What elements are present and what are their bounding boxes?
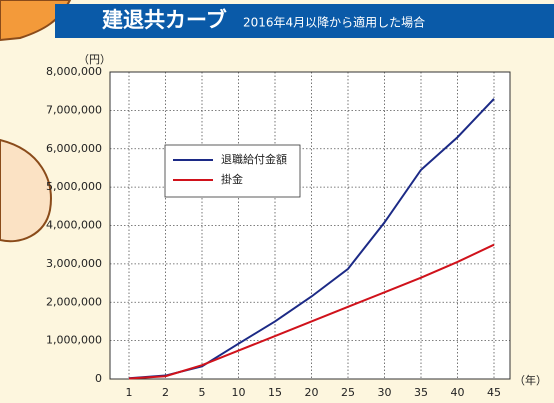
x-tick-label: 2 — [162, 386, 169, 399]
y-tick-label: 4,000,000 — [46, 219, 102, 232]
x-tick-label: 30 — [378, 386, 392, 399]
x-tick-label: 35 — [414, 386, 428, 399]
header-bar — [55, 4, 554, 38]
x-tick-label: 15 — [268, 386, 282, 399]
x-tick-label: 1 — [126, 386, 133, 399]
y-tick-label: 6,000,000 — [46, 142, 102, 155]
x-tick-label: 25 — [341, 386, 355, 399]
legend-label: 掛金 — [221, 172, 243, 186]
decoration — [0, 138, 52, 243]
plot-frame — [109, 71, 511, 380]
data-line — [128, 243, 495, 380]
y-unit: （円） — [78, 53, 111, 66]
chart-title: 建退共カーブ — [102, 8, 227, 32]
x-tick-label: 40 — [451, 386, 465, 399]
y-tick-label: 7,000,000 — [46, 103, 102, 116]
x-tick-label: 10 — [232, 386, 246, 399]
y-tick-label: 5,000,000 — [46, 180, 102, 193]
decoration — [0, 0, 72, 42]
x-unit: （年） — [514, 373, 547, 387]
legend-box — [164, 144, 301, 198]
x-tick-label: 45 — [487, 386, 501, 399]
x-tick-label: 20 — [305, 386, 319, 399]
y-tick-label: 8,000,000 — [46, 65, 102, 78]
x-tick-label: 5 — [199, 386, 206, 399]
y-tick-label: 2,000,000 — [46, 295, 102, 308]
legend-label: 退職給付金額 — [221, 152, 287, 166]
y-tick-label: 3,000,000 — [46, 257, 102, 270]
chart-subtitle: 2016年4月以降から適用した場合 — [243, 15, 425, 30]
y-tick-label: 0 — [95, 372, 102, 385]
y-tick-label: 1,000,000 — [46, 334, 102, 347]
